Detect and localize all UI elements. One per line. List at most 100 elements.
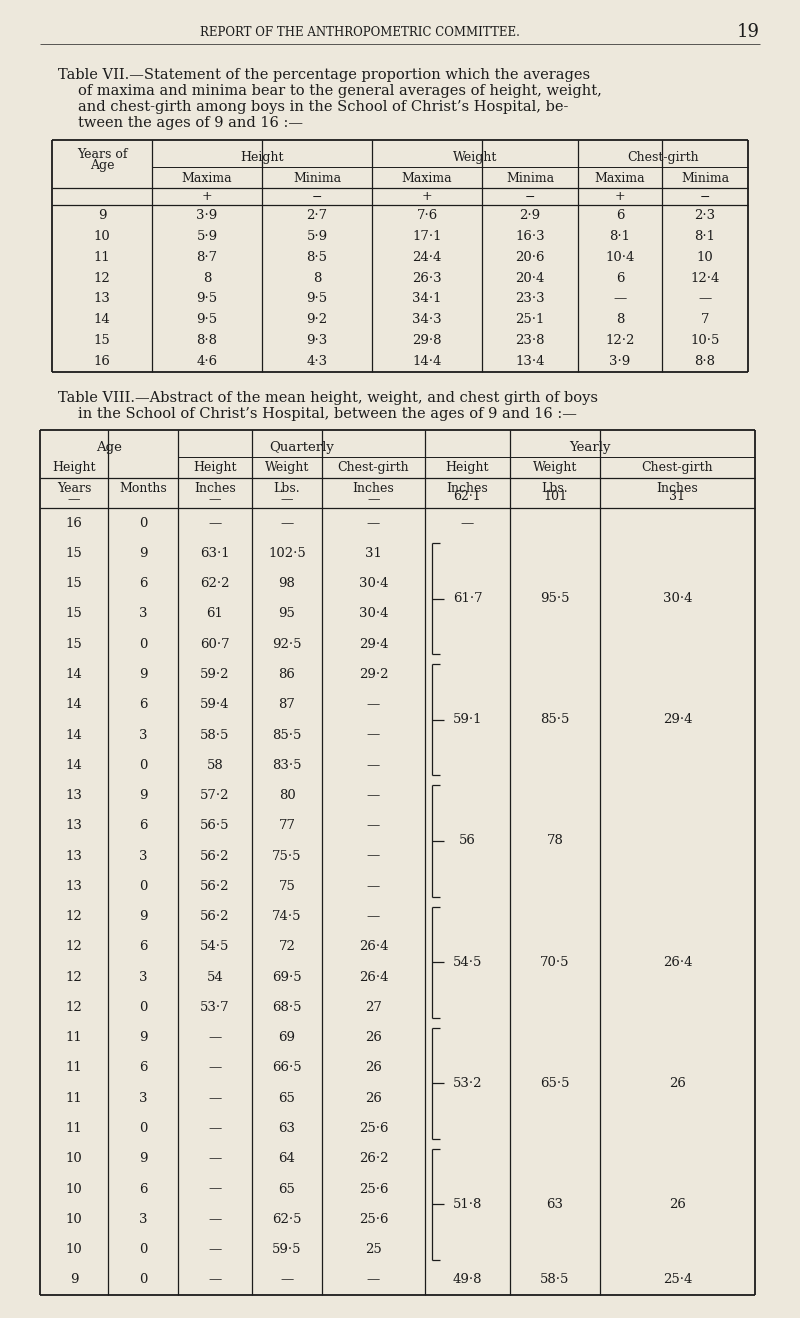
Text: 26·4: 26·4 [662,956,692,969]
Text: 2·9: 2·9 [519,210,541,221]
Text: 7: 7 [701,314,710,327]
Text: 68·5: 68·5 [272,1000,302,1014]
Text: 9·5: 9·5 [306,293,327,306]
Text: 58·5: 58·5 [540,1273,570,1286]
Text: 8: 8 [313,272,321,285]
Text: —: — [68,493,80,506]
Text: 30·4: 30·4 [358,577,388,590]
Text: 26: 26 [365,1061,382,1074]
Text: Chest-girth: Chest-girth [338,461,410,474]
Text: Inches: Inches [194,481,236,494]
Text: 54: 54 [206,970,223,983]
Text: 0: 0 [139,759,147,772]
Text: 30·4: 30·4 [662,592,692,605]
Text: Minima: Minima [506,171,554,185]
Text: 15: 15 [66,547,82,560]
Text: 25·6: 25·6 [358,1182,388,1195]
Text: 56·2: 56·2 [200,880,230,892]
Text: 34·1: 34·1 [412,293,442,306]
Text: REPORT OF THE ANTHROPOMETRIC COMMITTEE.: REPORT OF THE ANTHROPOMETRIC COMMITTEE. [200,25,520,38]
Text: 10·5: 10·5 [690,335,720,347]
Text: 59·4: 59·4 [200,699,230,712]
Text: 25·4: 25·4 [663,1273,692,1286]
Text: 15: 15 [94,335,110,347]
Text: 11: 11 [66,1061,82,1074]
Text: 2·3: 2·3 [694,210,715,221]
Text: 9: 9 [138,789,147,803]
Text: Lbs.: Lbs. [274,481,300,494]
Text: 12: 12 [66,1000,82,1014]
Text: 25·1: 25·1 [515,314,545,327]
Text: 102·5: 102·5 [268,547,306,560]
Text: Yearly: Yearly [570,442,610,455]
Text: —: — [367,493,380,506]
Text: 24·4: 24·4 [412,250,442,264]
Text: 23·3: 23·3 [515,293,545,306]
Text: 8: 8 [616,314,624,327]
Text: 69: 69 [278,1031,295,1044]
Text: 62·1: 62·1 [454,489,482,502]
Text: 6: 6 [616,210,624,221]
Text: +: + [202,191,212,203]
Text: 54·5: 54·5 [200,941,230,953]
Text: Weight: Weight [533,461,577,474]
Text: 25·6: 25·6 [358,1213,388,1226]
Text: 58: 58 [206,759,223,772]
Text: —: — [280,517,294,530]
Text: 3: 3 [138,970,147,983]
Text: 5·9: 5·9 [306,229,327,243]
Text: 8·8: 8·8 [197,335,218,347]
Text: 56·5: 56·5 [200,820,230,833]
Text: 13·4: 13·4 [515,355,545,368]
Text: 26: 26 [365,1091,382,1104]
Text: 25: 25 [365,1243,382,1256]
Text: 31: 31 [670,489,686,502]
Text: 0: 0 [139,1000,147,1014]
Text: 75: 75 [278,880,295,892]
Text: 17·1: 17·1 [412,229,442,243]
Text: 3·9: 3·9 [610,355,630,368]
Text: 26: 26 [669,1077,686,1090]
Text: 10: 10 [66,1152,82,1165]
Text: —: — [367,850,380,862]
Text: 20·4: 20·4 [515,272,545,285]
Text: 7·6: 7·6 [416,210,438,221]
Text: and chest-girth among boys in the School of Christ’s Hospital, be-: and chest-girth among boys in the School… [78,100,568,113]
Text: 11: 11 [66,1031,82,1044]
Text: 65: 65 [278,1091,295,1104]
Text: 29·4: 29·4 [358,638,388,651]
Text: Maxima: Maxima [182,171,232,185]
Text: 13: 13 [66,850,82,862]
Text: 13: 13 [66,880,82,892]
Text: Weight: Weight [265,461,309,474]
Text: 9·3: 9·3 [306,335,328,347]
Text: 26·3: 26·3 [412,272,442,285]
Text: 63: 63 [546,1198,563,1211]
Text: 26: 26 [669,1198,686,1211]
Text: 3: 3 [138,729,147,742]
Text: 9: 9 [138,668,147,681]
Text: 31: 31 [365,547,382,560]
Text: 74·5: 74·5 [272,911,302,923]
Text: 29·4: 29·4 [662,713,692,726]
Text: 95·5: 95·5 [540,592,570,605]
Text: Minima: Minima [293,171,341,185]
Text: 9: 9 [138,1031,147,1044]
Text: 54·5: 54·5 [453,956,482,969]
Text: 53·2: 53·2 [453,1077,482,1090]
Text: 72: 72 [278,941,295,953]
Text: 12: 12 [94,272,110,285]
Text: Chest-girth: Chest-girth [627,152,699,165]
Text: 29·2: 29·2 [358,668,388,681]
Text: —: — [367,759,380,772]
Text: Weight: Weight [453,152,497,165]
Text: Age: Age [90,158,114,171]
Text: 64: 64 [278,1152,295,1165]
Text: 61: 61 [206,608,223,621]
Text: 26·4: 26·4 [358,941,388,953]
Text: 12·4: 12·4 [690,272,720,285]
Text: 14: 14 [66,759,82,772]
Text: —: — [208,1213,222,1226]
Text: Quarterly: Quarterly [269,442,334,455]
Text: 11: 11 [66,1091,82,1104]
